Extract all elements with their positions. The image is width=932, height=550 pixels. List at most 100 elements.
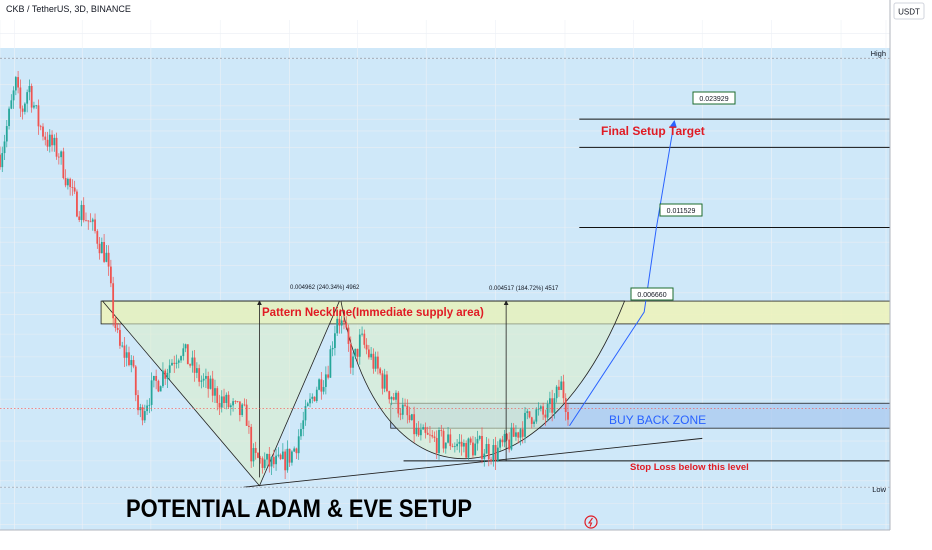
candle-body — [343, 320, 345, 323]
candle-body — [390, 397, 393, 400]
candle-body — [354, 348, 357, 357]
candle-body — [435, 437, 438, 453]
candle-body — [263, 459, 266, 468]
candle-body — [526, 411, 529, 413]
projection-arrow — [569, 120, 677, 427]
plot-highlight-area — [0, 48, 890, 530]
candle-body — [57, 156, 60, 158]
candle-body — [392, 397, 395, 400]
time-axis-panel[interactable] — [0, 530, 932, 550]
candle-body — [417, 427, 420, 436]
candle-body — [320, 379, 323, 392]
candle-body — [98, 243, 101, 254]
buy-back-zone-label: BUY BACK ZONE — [609, 413, 706, 427]
candle-body — [277, 454, 280, 456]
candle-body — [499, 439, 502, 448]
candle-body — [171, 362, 173, 366]
candle-body — [207, 376, 210, 389]
candle-body — [248, 425, 250, 427]
candle-body — [53, 137, 56, 146]
candle-body — [148, 404, 151, 406]
candle-body — [530, 417, 533, 424]
currency-button[interactable] — [893, 2, 925, 20]
candle-body — [152, 376, 155, 381]
candle-body — [311, 396, 314, 399]
candle-body — [306, 403, 309, 407]
candle-body — [521, 429, 524, 437]
candle-body — [51, 134, 53, 146]
candle-body — [100, 242, 103, 254]
candle-body — [137, 395, 139, 411]
candle-body — [505, 433, 508, 440]
candle-body — [286, 448, 289, 471]
candle-body — [80, 204, 83, 220]
candle-body — [225, 394, 228, 403]
candle-body — [168, 365, 171, 373]
candle-body — [164, 370, 167, 379]
callout-box-1 — [630, 287, 674, 301]
candle-body — [227, 394, 230, 408]
candle-body — [408, 415, 411, 421]
candle-body — [460, 441, 463, 447]
candle-body — [469, 438, 472, 443]
candle-body — [159, 386, 162, 392]
candle-body — [424, 427, 427, 433]
candle-body — [89, 221, 92, 223]
candle-body — [467, 438, 470, 458]
candle-body — [272, 457, 275, 465]
candle-body — [334, 333, 336, 348]
candle-body — [275, 455, 277, 465]
candle-body — [73, 187, 76, 192]
candle-body — [150, 380, 153, 405]
candle-body — [410, 414, 413, 421]
candle-body — [542, 406, 544, 415]
candle-body — [232, 401, 234, 406]
candle-body — [105, 252, 108, 262]
candle-body — [551, 398, 554, 413]
callout-box-3 — [692, 91, 736, 105]
candle-body — [23, 103, 26, 112]
replay-icon[interactable] — [584, 515, 598, 529]
price-axis-panel[interactable] — [890, 0, 932, 550]
candle-body — [560, 381, 563, 390]
candle-body — [37, 105, 40, 127]
candle-body — [447, 434, 449, 443]
candle-body — [449, 434, 452, 447]
candle-body — [496, 447, 499, 461]
candle-body — [309, 398, 311, 404]
candle-body — [132, 360, 135, 367]
candle-body — [116, 327, 119, 330]
candle-body — [0, 154, 1, 168]
candle-body — [381, 373, 384, 389]
candle-body — [386, 374, 388, 392]
candle-body — [324, 374, 327, 387]
candle-body — [483, 453, 486, 459]
candle-body — [293, 448, 296, 452]
candle-body — [184, 344, 187, 349]
candle-body — [528, 411, 531, 418]
candle-body — [377, 356, 379, 369]
candle-body — [236, 401, 239, 402]
candle-body — [55, 137, 58, 157]
candle-body — [426, 432, 429, 435]
adam-pattern — [101, 300, 341, 487]
candle-body — [327, 374, 330, 378]
candle-body — [182, 348, 185, 357]
candle-body — [429, 434, 431, 436]
candle-body — [205, 376, 207, 379]
candle-body — [562, 381, 565, 399]
candle-body — [42, 126, 44, 137]
candle-body — [367, 349, 370, 358]
candle-body — [383, 374, 386, 389]
candle-body — [315, 389, 318, 401]
candle-body — [476, 438, 479, 444]
candle-body — [555, 386, 558, 399]
candle-body — [329, 349, 332, 378]
candle-body — [462, 442, 465, 447]
candle-body — [130, 360, 133, 366]
candle-body — [415, 427, 418, 435]
candle-body — [166, 372, 169, 379]
candle-body — [134, 366, 137, 396]
